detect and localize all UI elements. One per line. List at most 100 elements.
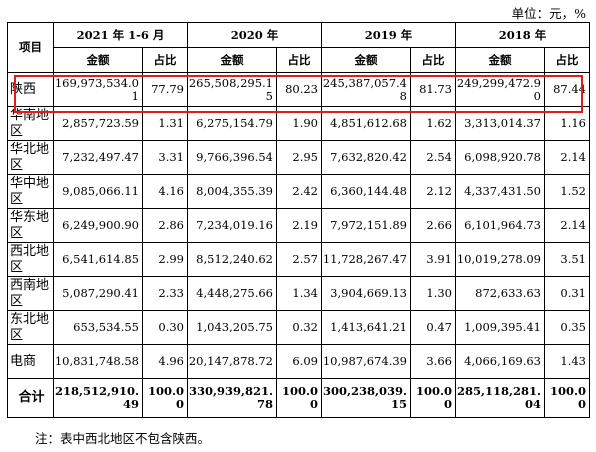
ratio-cell: 1.16 (544, 106, 590, 141)
ratio-cell: 1.34 (276, 276, 322, 311)
ratio-cell: 2.33 (142, 276, 188, 311)
table-row: 华北地区 7,232,497.47 3.31 9,766,396.54 2.95… (7, 140, 590, 175)
ratio-cell: 2.12 (410, 174, 456, 209)
ratio-cell: 3.91 (410, 242, 456, 277)
row-label: 华南地区 (7, 106, 54, 141)
total-ratio-cell: 100.00 (142, 378, 188, 418)
row-label: 华中地区 (7, 174, 54, 209)
amount-cell: 7,232,497.47 (53, 140, 143, 175)
ratio-cell: 1.43 (544, 344, 590, 379)
ratio-cell: 2.19 (276, 208, 322, 243)
ratio-cell: 1.31 (142, 106, 188, 141)
ratio-cell: 0.35 (544, 310, 590, 345)
amount-cell: 6,098,920.78 (455, 140, 545, 175)
table-row: 华东地区 6,249,900.90 2.86 7,234,019.16 2.19… (7, 208, 590, 243)
ratio-cell: 87.44 (544, 72, 590, 107)
amount-cell: 3,904,669.13 (321, 276, 411, 311)
row-label: 陕西 (7, 72, 54, 107)
ratio-cell: 1.52 (544, 174, 590, 209)
header-amount: 金额 (455, 47, 545, 73)
amount-cell: 245,387,057.48 (321, 72, 411, 107)
amount-cell: 11,728,267.47 (321, 242, 411, 277)
ratio-cell: 1.90 (276, 106, 322, 141)
amount-cell: 1,043,205.75 (187, 310, 277, 345)
ratio-cell: 1.62 (410, 106, 456, 141)
amount-cell: 6,101,964.73 (455, 208, 545, 243)
row-label: 东北地区 (7, 310, 54, 345)
row-label: 华东地区 (7, 208, 54, 243)
ratio-cell: 0.30 (142, 310, 188, 345)
table-row: 电商 10,831,748.58 4.96 20,147,878.72 6.09… (7, 344, 590, 379)
row-label: 华北地区 (7, 140, 54, 175)
amount-cell: 5,087,290.41 (53, 276, 143, 311)
amount-cell: 265,508,295.15 (187, 72, 277, 107)
table-row: 华中地区 9,085,066.11 4.16 8,004,355.39 2.42… (7, 174, 590, 209)
total-row: 合计 218,512,910.49 100.00 330,939,821.78 … (7, 378, 590, 418)
ratio-cell: 3.51 (544, 242, 590, 277)
amount-cell: 9,766,396.54 (187, 140, 277, 175)
amount-cell: 7,972,151.89 (321, 208, 411, 243)
table-row: 华南地区 2,857,723.59 1.31 6,275,154.79 1.90… (7, 106, 590, 141)
header-period: 2021 年 1-6 月 (53, 22, 188, 48)
ratio-cell: 1.30 (410, 276, 456, 311)
total-amount-cell: 285,118,281.04 (455, 378, 545, 418)
ratio-cell: 2.14 (544, 140, 590, 175)
unit-label: 单位：元，% (511, 6, 586, 21)
ratio-cell: 4.16 (142, 174, 188, 209)
ratio-cell: 2.42 (276, 174, 322, 209)
amount-cell: 6,360,144.48 (321, 174, 411, 209)
amount-cell: 4,066,169.63 (455, 344, 545, 379)
ratio-cell: 4.96 (142, 344, 188, 379)
table-row: 陕西 169,973,534.01 77.79 265,508,295.15 8… (7, 72, 590, 107)
ratio-cell: 0.32 (276, 310, 322, 345)
amount-cell: 4,337,431.50 (455, 174, 545, 209)
row-label: 西南地区 (7, 276, 54, 311)
table-row: 西南地区 5,087,290.41 2.33 4,448,275.66 1.34… (7, 276, 590, 311)
ratio-cell: 2.99 (142, 242, 188, 277)
amount-cell: 10,831,748.58 (53, 344, 143, 379)
amount-cell: 3,313,014.37 (455, 106, 545, 141)
amount-cell: 6,541,614.85 (53, 242, 143, 277)
ratio-cell: 3.66 (410, 344, 456, 379)
table-row: 西北地区 6,541,614.85 2.99 8,512,240.62 2.57… (7, 242, 590, 277)
header-amount: 金额 (321, 47, 411, 73)
header-amount: 金额 (53, 47, 143, 73)
amount-cell: 9,085,066.11 (53, 174, 143, 209)
table-note: 注：表中西北地区不包含陕西。 (35, 431, 211, 446)
ratio-cell: 2.66 (410, 208, 456, 243)
ratio-cell: 3.31 (142, 140, 188, 175)
header-ratio: 占比 (544, 47, 590, 73)
ratio-cell: 0.47 (410, 310, 456, 345)
header-period: 2020 年 (187, 22, 322, 48)
amount-cell: 7,234,019.16 (187, 208, 277, 243)
header-period: 2018 年 (455, 22, 590, 48)
total-amount-cell: 330,939,821.78 (187, 378, 277, 418)
total-ratio-cell: 100.00 (410, 378, 456, 418)
amount-cell: 4,851,612.68 (321, 106, 411, 141)
header-period: 2019 年 (321, 22, 456, 48)
ratio-cell: 77.79 (142, 72, 188, 107)
ratio-cell: 2.54 (410, 140, 456, 175)
ratio-cell: 0.31 (544, 276, 590, 311)
row-label: 电商 (7, 344, 54, 379)
amount-cell: 20,147,878.72 (187, 344, 277, 379)
amount-cell: 249,299,472.90 (455, 72, 545, 107)
amount-cell: 7,632,820.42 (321, 140, 411, 175)
ratio-cell: 2.95 (276, 140, 322, 175)
total-label: 合计 (7, 378, 54, 418)
header-ratio: 占比 (410, 47, 456, 73)
header-ratio: 占比 (142, 47, 188, 73)
total-amount-cell: 218,512,910.49 (53, 378, 143, 418)
table-row: 东北地区 653,534.55 0.30 1,043,205.75 0.32 1… (7, 310, 590, 345)
header-ratio: 占比 (276, 47, 322, 73)
amount-cell: 1,009,395.41 (455, 310, 545, 345)
total-ratio-cell: 100.00 (544, 378, 590, 418)
ratio-cell: 2.86 (142, 208, 188, 243)
total-ratio-cell: 100.00 (276, 378, 322, 418)
amount-cell: 872,633.63 (455, 276, 545, 311)
row-label: 西北地区 (7, 242, 54, 277)
ratio-cell: 2.14 (544, 208, 590, 243)
amount-cell: 8,512,240.62 (187, 242, 277, 277)
ratio-cell: 80.23 (276, 72, 322, 107)
amount-cell: 10,987,674.39 (321, 344, 411, 379)
